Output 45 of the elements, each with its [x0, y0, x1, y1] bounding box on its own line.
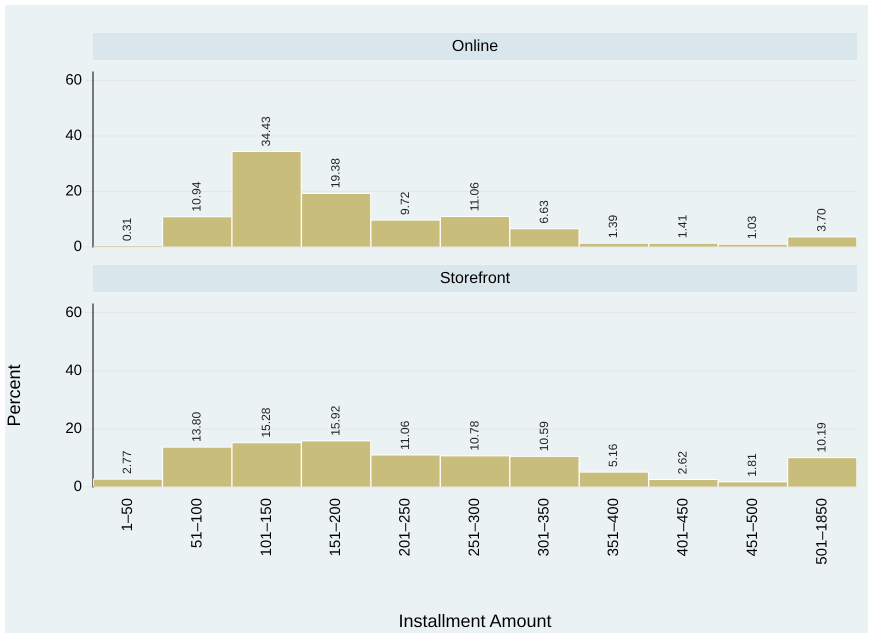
y-tick-label: 60	[65, 304, 82, 321]
y-tick-label: 60	[65, 71, 82, 88]
data-label: 5.16	[606, 443, 620, 468]
data-label: 10.59	[536, 420, 551, 452]
y-tick-label: 20	[65, 420, 82, 438]
data-label: 0.31	[120, 217, 134, 242]
data-label: 6.63	[536, 200, 551, 224]
data-label: 1.81	[745, 453, 760, 477]
data-label: 2.77	[120, 450, 134, 474]
y-tick-label: 0	[74, 478, 82, 496]
chart-title: Storefront	[93, 265, 857, 292]
x-tick-label: 251–300	[466, 498, 484, 556]
y-tick-label: 40	[65, 362, 82, 379]
x-tick-label: 1–50	[118, 498, 136, 532]
data-label: 1.03	[745, 215, 760, 240]
data-label: 15.28	[258, 407, 273, 438]
data-label: 10.78	[467, 420, 482, 451]
data-label: 10.19	[814, 422, 829, 452]
x-tick-label: 51–100	[188, 498, 206, 548]
x-tick-label: 301–350	[536, 498, 553, 556]
y-tick-label: 40	[65, 127, 82, 144]
x-tick-label: 151–200	[327, 498, 344, 556]
x-tick-label: 501–1850	[813, 498, 830, 565]
data-label: 15.92	[328, 405, 342, 436]
x-axis-title: Installment Amount	[398, 611, 552, 632]
y-tick-label: 20	[65, 182, 82, 200]
data-label: 1.39	[606, 214, 620, 238]
x-tick-label: 401–450	[674, 498, 692, 556]
data-label: 9.72	[398, 191, 412, 215]
data-label: 34.43	[258, 116, 273, 146]
x-tick-label: 351–400	[605, 498, 622, 556]
y-tick-label: 0	[74, 238, 82, 256]
data-label: 2.62	[676, 450, 690, 474]
y-axis-title: Percent	[4, 364, 24, 427]
data-label: 10.94	[189, 181, 204, 212]
data-label: 13.80	[189, 412, 204, 442]
data-label: 19.38	[328, 158, 342, 188]
x-tick-label: 201–250	[396, 498, 414, 556]
data-label: 11.06	[398, 420, 412, 450]
data-label: 3.70	[814, 208, 829, 232]
chart-title: Online	[93, 33, 857, 60]
data-label: 11.06	[467, 182, 482, 212]
x-tick-label: 451–500	[744, 498, 761, 556]
data-label: 1.41	[676, 214, 690, 238]
x-tick-label: 101–150	[258, 498, 275, 556]
